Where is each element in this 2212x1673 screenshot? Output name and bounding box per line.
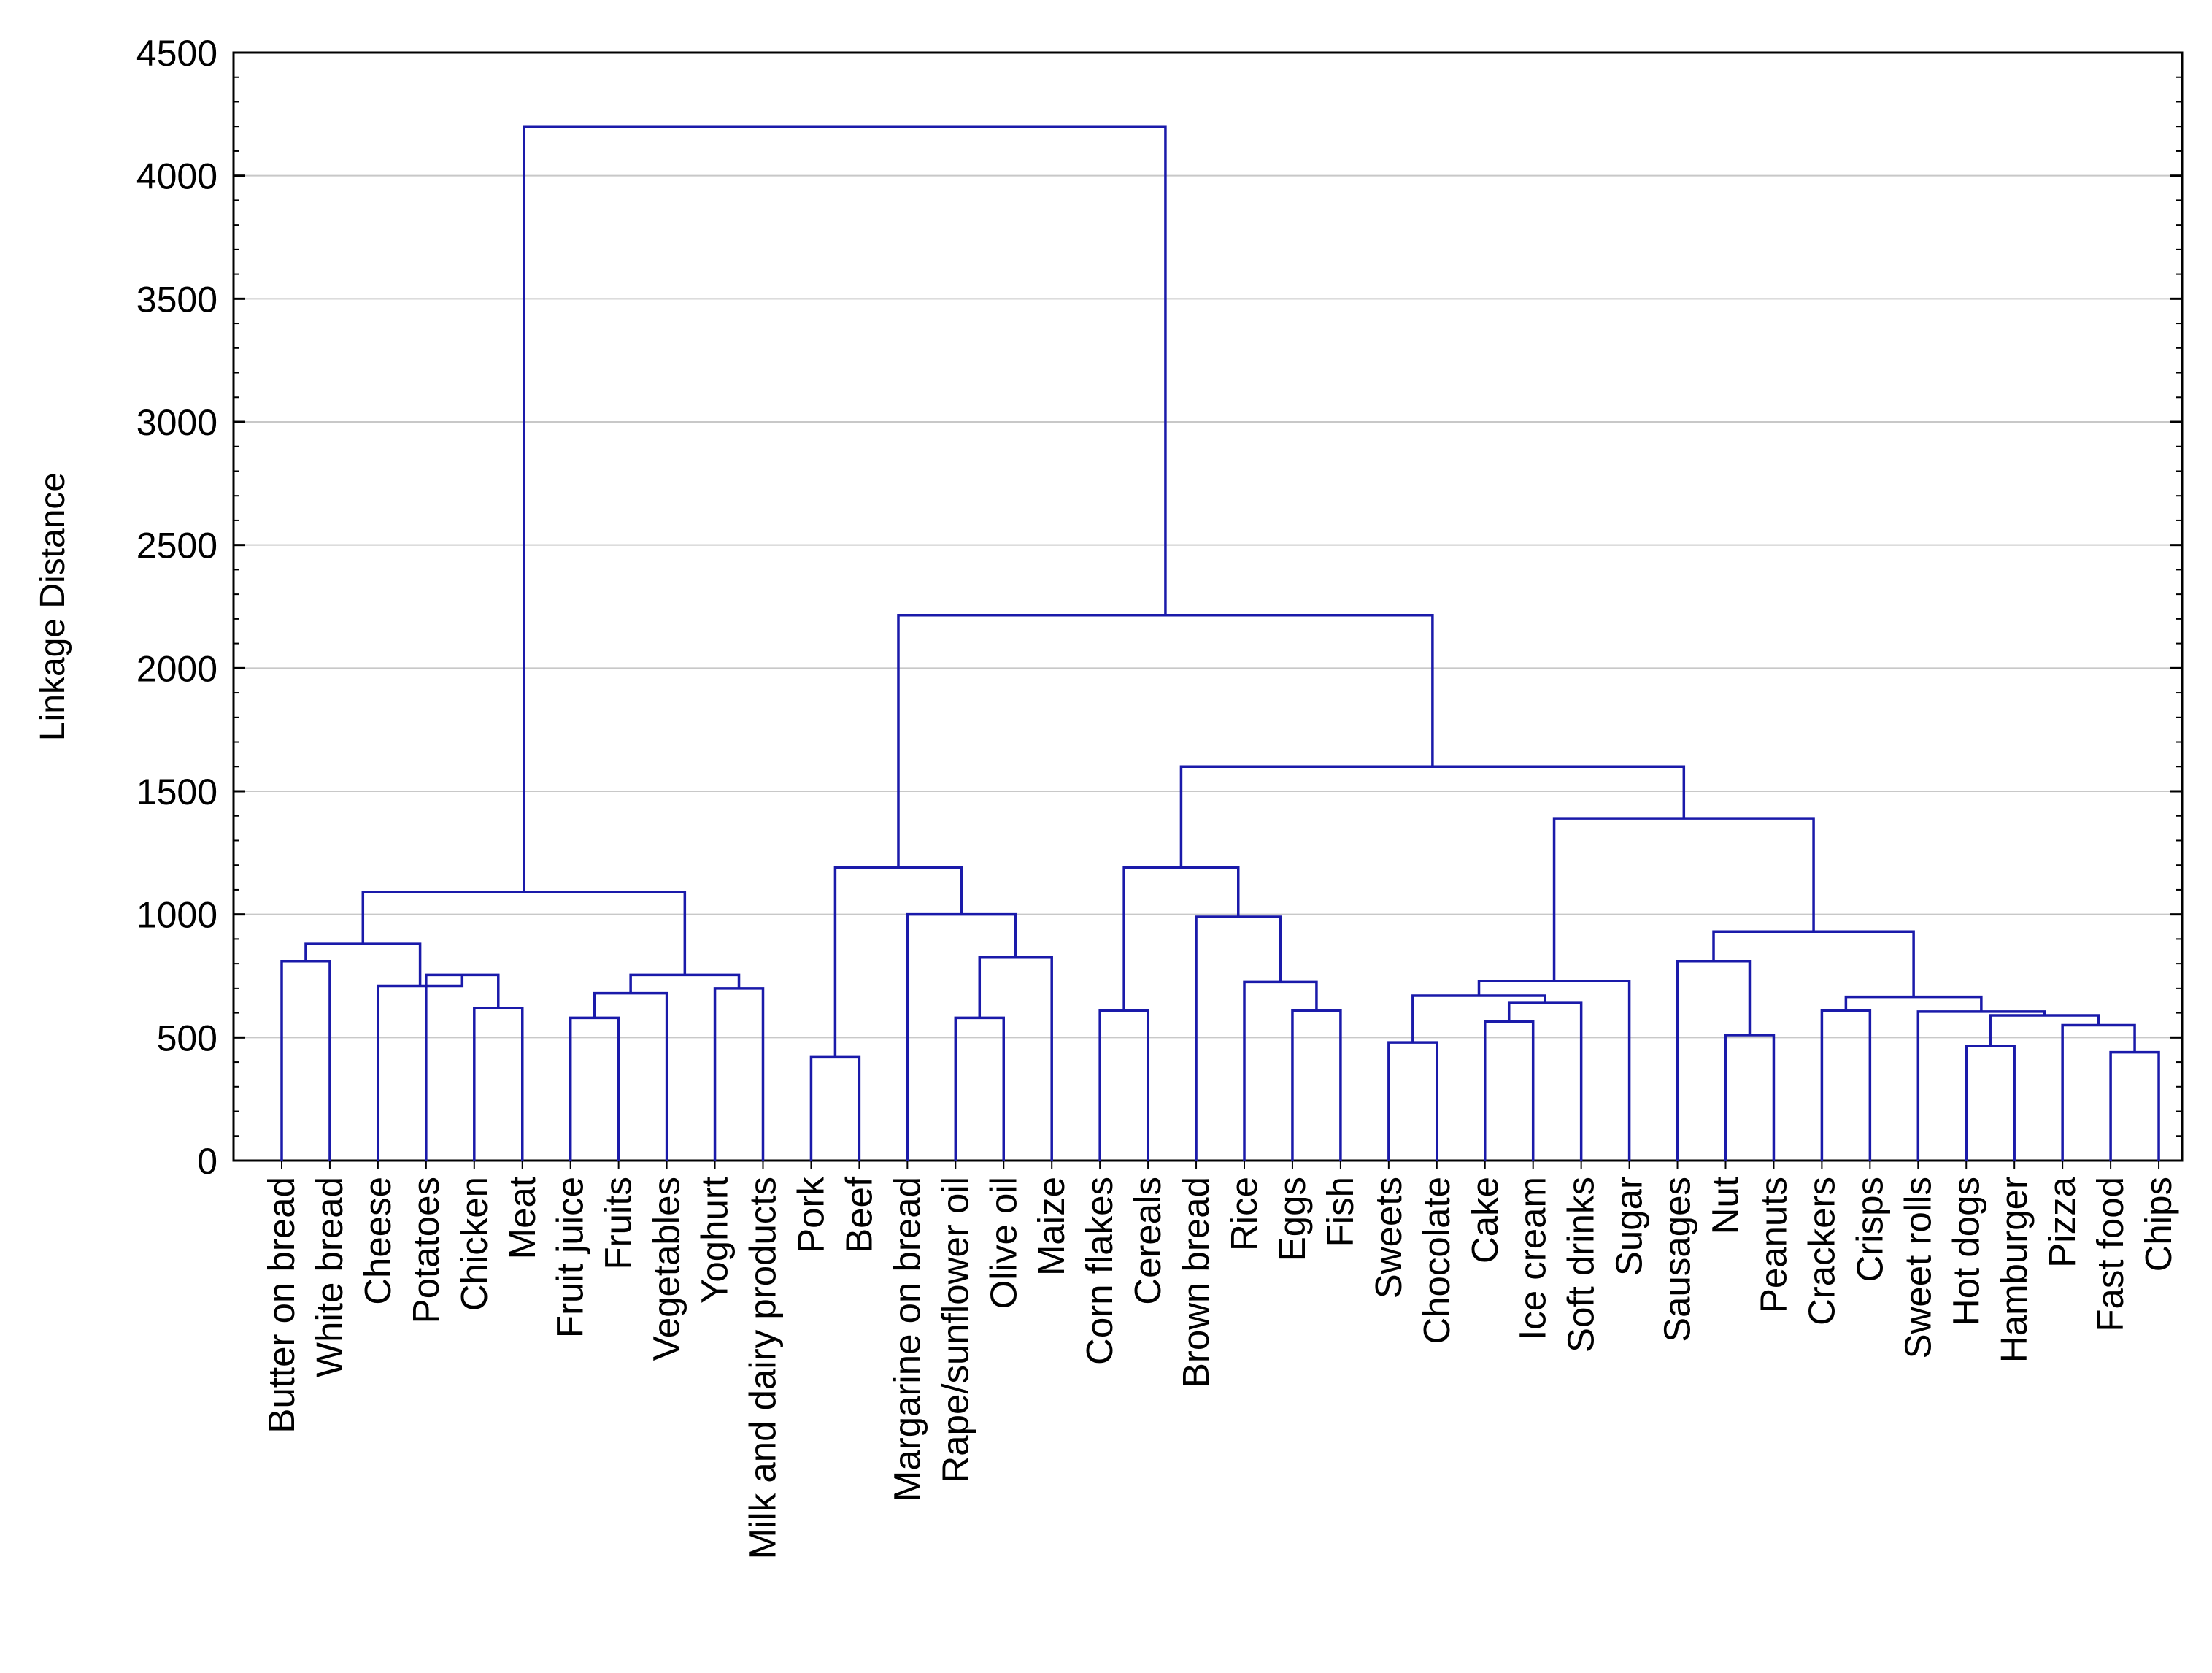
dendrogram-link-M24 bbox=[1411, 994, 1546, 1043]
dendrogram-link-M3 bbox=[425, 973, 500, 1161]
leaf-label: Potatoes bbox=[405, 1177, 447, 1323]
dendrogram-link-M6 bbox=[569, 1016, 620, 1161]
leaf-label: Eggs bbox=[1271, 1177, 1313, 1261]
plot-area-frame bbox=[232, 51, 2184, 1162]
y-tick-label: 500 bbox=[157, 1018, 217, 1058]
leaf-label: Hamburger bbox=[1993, 1177, 2035, 1363]
leaf-label: Maize bbox=[1030, 1177, 1072, 1276]
leaf-label: Rice bbox=[1223, 1177, 1265, 1251]
dendrogram-link-M14 bbox=[906, 912, 1017, 1161]
leaf-label: Brown bread bbox=[1175, 1177, 1217, 1388]
y-tick-label: 3500 bbox=[136, 279, 217, 320]
leaf-label: Margarine on bread bbox=[886, 1177, 928, 1501]
leaf-label: Fruit juice bbox=[550, 1177, 591, 1338]
y-tick-label: 4000 bbox=[136, 156, 217, 197]
leaf-label: Fast food bbox=[2089, 1177, 2131, 1332]
leaf-label: Chips bbox=[2138, 1177, 2179, 1272]
dendrogram-link-M31 bbox=[2061, 1023, 2136, 1161]
leaf-label: Fruits bbox=[598, 1177, 639, 1270]
dendrogram-link-M38 bbox=[897, 614, 1434, 868]
leaf-label: Sweet rolls bbox=[1897, 1177, 1938, 1358]
leaf-label: Crisps bbox=[1849, 1177, 1890, 1282]
leaf-label: Beef bbox=[838, 1176, 879, 1253]
leaf-label: Soft drinks bbox=[1560, 1177, 1602, 1353]
dendrogram-link-M28 bbox=[1820, 1009, 1872, 1161]
y-tick-label: 3000 bbox=[136, 402, 217, 443]
y-tick-label: 1500 bbox=[136, 772, 217, 812]
y-tick-label: 2000 bbox=[136, 648, 217, 689]
leaf-label: Pizza bbox=[2041, 1176, 2083, 1267]
dendrogram-link-M37 bbox=[1179, 765, 1686, 868]
leaf-label: White bread bbox=[309, 1177, 350, 1377]
dendrogram-link-M5 bbox=[304, 942, 422, 986]
grid-lines bbox=[234, 174, 2182, 1039]
leaf-label: Chicken bbox=[453, 1177, 495, 1311]
leaf-label: Peanuts bbox=[1752, 1177, 1794, 1313]
leaf-label: Ice cream bbox=[1512, 1177, 1554, 1340]
y-axis-title: Linkage Distance bbox=[34, 472, 72, 741]
y-tick-label: 4500 bbox=[136, 33, 217, 74]
dendrogram-link-M39 bbox=[523, 125, 1167, 893]
dendrogram-link-M17 bbox=[1291, 1009, 1342, 1161]
leaf-label: Cake bbox=[1464, 1177, 1506, 1264]
leaf-label: Nut bbox=[1705, 1177, 1746, 1234]
leaf-label: Pork bbox=[790, 1177, 831, 1253]
leaf-label: Yoghurt bbox=[694, 1177, 736, 1304]
dendrogram-link-M8 bbox=[713, 987, 765, 1161]
leaf-labels: Butter on bread White bread Cheese Potatoes… bbox=[261, 1161, 2179, 1559]
leaf-label: Olive oil bbox=[982, 1177, 1024, 1309]
dendrogram-link-M12 bbox=[954, 1016, 1005, 1161]
leaf-label: Cereals bbox=[1127, 1177, 1168, 1305]
dendrogram-link-M25 bbox=[1477, 980, 1631, 1161]
leaf-label: Crackers bbox=[1800, 1177, 1842, 1326]
y-tick-label: 0 bbox=[197, 1141, 217, 1182]
leaf-label: Chocolate bbox=[1416, 1177, 1457, 1345]
leaf-label: Sausages bbox=[1657, 1177, 1698, 1342]
y-tick-label: 1000 bbox=[136, 895, 217, 936]
dendrogram-link-M36 bbox=[1552, 817, 1815, 981]
dendrogram-link-M23 bbox=[1507, 1001, 1583, 1161]
y-tick-label: 2500 bbox=[136, 526, 217, 566]
dendrogram-link-M22 bbox=[1484, 1020, 1535, 1161]
dendrogram-link-M10 bbox=[361, 891, 687, 975]
leaf-label: Corn flakes bbox=[1079, 1177, 1120, 1365]
leaf-label: Fish bbox=[1319, 1177, 1361, 1247]
leaf-label: Meat bbox=[501, 1177, 543, 1259]
leaf-label: Cheese bbox=[357, 1177, 398, 1305]
leaf-label: Butter on bread bbox=[261, 1177, 302, 1434]
y-axis-ticks: 0 500 1000 1500 2000 2500 3000 3500 4000 4500 bbox=[136, 33, 2182, 1182]
leaf-label: Sweets bbox=[1368, 1177, 1409, 1299]
dendrogram-links bbox=[280, 125, 2160, 1161]
leaf-label: Hot dogs bbox=[1945, 1177, 1986, 1326]
leaf-label: Vegetables bbox=[646, 1177, 687, 1361]
leaf-label: Rape/sunflower oil bbox=[934, 1177, 976, 1483]
leaf-label: Milk and dairy products bbox=[742, 1177, 784, 1559]
leaf-label: Sugar bbox=[1608, 1177, 1650, 1276]
dendrogram-link-M16 bbox=[1098, 1009, 1149, 1161]
